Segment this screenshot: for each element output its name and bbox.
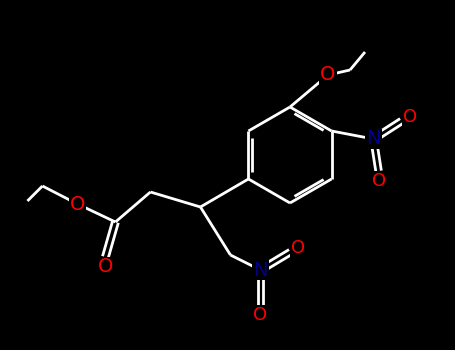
Text: O: O [70, 195, 85, 214]
Text: N: N [366, 130, 381, 148]
Text: O: O [371, 172, 386, 190]
Text: N: N [253, 260, 268, 280]
Text: O: O [98, 258, 113, 277]
Text: O: O [403, 108, 417, 126]
Text: O: O [291, 239, 305, 257]
Text: O: O [253, 306, 268, 324]
Text: O: O [320, 65, 336, 84]
